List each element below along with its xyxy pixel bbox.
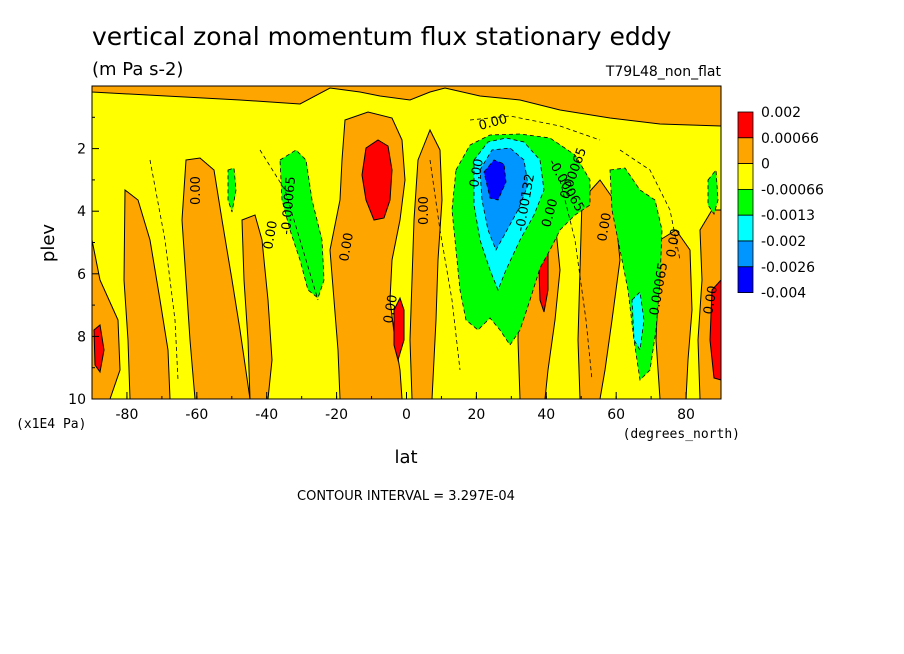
x-tick-label: 20 xyxy=(467,407,485,423)
colorbar-swatch xyxy=(737,111,754,139)
colorbar-label: -0.0026 xyxy=(761,260,815,276)
y-tick-label: 8 xyxy=(77,329,86,345)
red-region-right-edge xyxy=(709,279,721,381)
x-tick-label: -20 xyxy=(325,407,348,423)
orange-region-neg45 xyxy=(241,214,273,399)
green-region-neg52 xyxy=(227,167,237,213)
red-region-neg10 xyxy=(361,139,393,221)
axis-ticks: -80 -60 -40 -20 0 20 40 60 80 2 4 6 8 10 xyxy=(68,116,722,423)
colorbar-swatch xyxy=(737,188,754,216)
contour-label: 0.00 xyxy=(337,232,357,263)
y-tick-label: 6 xyxy=(77,267,86,283)
contour-label: 0.00 xyxy=(189,176,204,205)
green-region-plus86 xyxy=(707,168,719,215)
positive-regions xyxy=(92,86,721,399)
red-region-neg2 xyxy=(393,296,405,362)
orange-region-plus78 xyxy=(655,229,693,399)
y-tick-label: 10 xyxy=(68,392,86,408)
contour-label: 0.00 xyxy=(701,285,721,316)
y-tick-label: 4 xyxy=(77,204,86,220)
negative-regions xyxy=(227,133,719,381)
orange-region-plus5 xyxy=(409,128,443,399)
contour-interval: CONTOUR INTERVAL = 3.297E-04 xyxy=(297,489,515,504)
colorbar-label: -0.00066 xyxy=(761,182,824,198)
colorbar: 0.002 0.00066 0 -0.00066 -0.0013 -0.002 -0.002… xyxy=(737,105,824,302)
orange-region-neg65 xyxy=(181,157,251,399)
contour-label: 0.00 xyxy=(261,220,281,251)
x-axis-units: (degrees_north) xyxy=(623,427,740,442)
colorbar-swatch xyxy=(737,240,754,268)
y-axis-units: (x1E4 Pa) xyxy=(16,417,86,432)
run-label: T79L48_non_flat xyxy=(605,64,722,80)
colorbar-label: 0.002 xyxy=(761,105,801,121)
colorbar-swatch xyxy=(737,266,754,293)
contour-label: 0.00 xyxy=(539,197,561,229)
plot-area: 0.00 0.00 0.00 0.00 0.00 0.00 0.00 0.00 … xyxy=(92,86,721,399)
contour-labels: 0.00 0.00 0.00 0.00 0.00 0.00 0.00 0.00 … xyxy=(189,112,721,325)
green-region-neg32 xyxy=(279,149,325,299)
colorbar-swatch xyxy=(737,163,754,190)
chart-title: vertical zonal momentum flux stationary … xyxy=(92,22,672,51)
contour-label: 0.00 xyxy=(664,228,684,259)
contour-label: 0.00 xyxy=(417,196,432,225)
contour-label: 0.00 xyxy=(477,112,509,134)
contour-label: 0.00 xyxy=(467,158,487,189)
blue-region-tropics xyxy=(483,159,507,201)
colorbar-label: -0.002 xyxy=(761,234,806,250)
colorbar-label: 0 xyxy=(761,157,770,173)
contour-label: 0.00 xyxy=(595,212,615,243)
colorbar-label: -0.0013 xyxy=(761,208,815,224)
green-region-plus66 xyxy=(609,167,663,381)
orange-region-neg80 xyxy=(123,188,171,399)
x-tick-label: 0 xyxy=(402,407,411,423)
x-tick-label: -60 xyxy=(185,407,208,423)
colorbar-label: 0.00066 xyxy=(761,131,819,147)
colorbar-swatch xyxy=(737,137,754,165)
contour-label: -0.00065 xyxy=(279,176,299,236)
colorbar-label: -0.004 xyxy=(761,286,806,302)
orange-region-plus55 xyxy=(577,179,621,399)
x-tick-label: -40 xyxy=(255,407,278,423)
y-axis-label: plev xyxy=(38,224,59,263)
colorbar-swatch xyxy=(737,214,754,242)
x-axis-label: lat xyxy=(394,447,417,468)
x-tick-label: 40 xyxy=(537,407,555,423)
dashed-contours xyxy=(149,115,681,381)
chart-units: (m Pa s-2) xyxy=(92,59,183,80)
contour-label: 0.00 xyxy=(381,294,401,325)
x-tick-label: 80 xyxy=(677,407,695,423)
cyan-region-plus64 xyxy=(631,291,645,352)
y-tick-label: 2 xyxy=(77,142,86,158)
orange-region-top-band xyxy=(92,86,721,127)
x-tick-label: 60 xyxy=(607,407,625,423)
x-tick-label: -80 xyxy=(116,407,139,423)
